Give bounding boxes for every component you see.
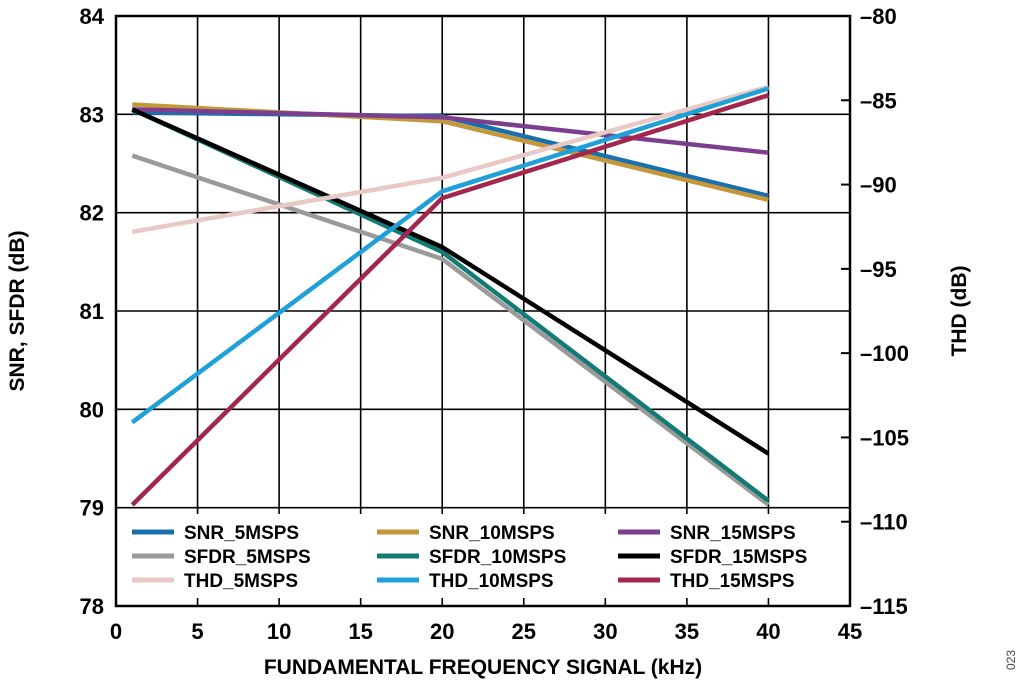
x-tick-label: 20 [430,619,454,644]
y-tick-label: 84 [80,4,105,29]
legend-label: SNR_10MSPS [429,523,555,544]
x-axis-title: FUNDAMENTAL FREQUENCY SIGNAL (kHz) [264,656,702,679]
legend-label: THD_15MSPS [670,571,795,592]
y2-tick-labels: –115 –110 –105 –100 –95 –90 –85 –80 [841,4,909,619]
x-tick-label: 15 [348,619,372,644]
legend-label: SFDR_5MSPS [184,547,311,568]
x-tick-label: 0 [110,619,122,644]
y2-tick-label: –105 [860,425,909,450]
y-tick-label: 78 [80,594,104,619]
series-line-snr-15msps [132,107,769,155]
y2-tick-label: –100 [860,341,909,366]
y2-tick-label: –80 [860,4,897,29]
y2-tick-label: –85 [860,88,897,113]
x-tick-label: 30 [593,619,617,644]
series-line-thd-15msps [130,93,770,507]
legend-label: THD_5MSPS [184,571,298,592]
y2-axis-title: THD (dB) [948,266,971,357]
y2-tick-label: –115 [860,594,908,619]
y-axis-title: SNR, SFDR (dB) [6,231,29,392]
y-tick-labels: 78 79 80 81 82 83 84 [80,4,105,619]
series-line-sfdr-10msps [131,107,770,503]
x-tick-label: 35 [675,619,699,644]
legend: SNR_5MSPS SNR_10MSPS SNR_15MSPS SFDR_5MSPS S… [128,514,840,598]
x-tick-label: 10 [267,619,291,644]
x-tick-label: 45 [838,619,862,644]
y-tick-label: 82 [80,201,104,226]
series-lines [130,84,770,507]
x-tick-label: 5 [191,619,203,644]
legend-background [128,514,840,598]
x-tick-label: 25 [512,619,536,644]
series-line-sfdr-5msps [131,153,770,507]
series-line-thd-10msps [130,86,770,425]
legend-label: SNR_5MSPS [184,523,299,544]
x-tick-label: 40 [756,619,780,644]
y2-tick-label: –95 [860,257,897,282]
legend-label: SFDR_15MSPS [670,547,807,568]
y2-tick-label: –90 [860,173,897,198]
y-tick-label: 80 [80,397,104,422]
legend-label: SFDR_10MSPS [429,547,566,568]
y2-tick-label: –110 [860,510,908,535]
legend-label: THD_10MSPS [429,571,554,592]
y-tick-label: 81 [80,299,104,324]
y-tick-label: 83 [80,102,104,127]
series-line-sfdr-15msps [131,107,770,456]
legend-label: SNR_15MSPS [670,523,796,544]
plot-frame [114,14,852,608]
x-tick-labels: 0 5 10 15 20 25 30 35 40 45 [110,619,862,644]
figure-id: 023 [1004,650,1018,670]
y-tick-label: 79 [80,496,104,521]
series-line-thd-5msps [131,84,770,235]
